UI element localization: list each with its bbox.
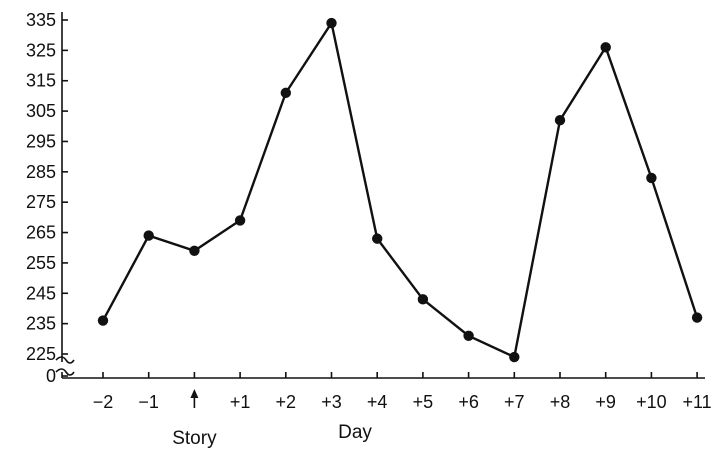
y-tick-label: 0 [46, 366, 56, 386]
x-tick-label: +6 [458, 392, 479, 412]
x-axis-label: Day [338, 422, 372, 443]
data-point [143, 230, 154, 241]
y-tick-label: 225 [26, 344, 56, 364]
data-point [554, 115, 566, 126]
data-point [280, 87, 291, 99]
data-point [509, 351, 520, 363]
story-arrow-head-icon [190, 389, 199, 398]
x-tick-label: −2 [93, 392, 114, 412]
annotations: Story [172, 389, 217, 449]
x-tick-label: +10 [636, 392, 667, 412]
x-tick-label: −1 [138, 392, 159, 412]
y-tick-label: 335 [26, 10, 56, 30]
x-tick-label: +11 [682, 392, 711, 412]
series-line [101, 19, 699, 359]
y-tick-label: 325 [26, 40, 56, 60]
annotation-label: Story [172, 428, 217, 449]
data-point [372, 233, 383, 244]
y-axis-break-mark [55, 356, 75, 364]
x-axis-ticks: −2 −1 +1 +2 +3 +4 +5 +6 +7 +8 +9 +10 +11 [93, 372, 712, 412]
data-point [691, 312, 703, 323]
y-tick-label: 315 [26, 71, 56, 91]
y-axis-break-mark [55, 368, 75, 376]
data-point [463, 330, 474, 341]
data-point [417, 294, 429, 305]
data-point [600, 42, 611, 53]
axes [55, 12, 705, 379]
x-tick-label: +5 [413, 392, 434, 412]
y-tick-label: 265 [26, 223, 56, 243]
x-tick-label: +8 [550, 392, 571, 412]
x-tick-label: +1 [230, 392, 251, 412]
data-point [189, 245, 200, 256]
data-point [234, 215, 246, 226]
x-tick-label: +7 [504, 392, 525, 412]
y-tick-label: 255 [26, 253, 56, 273]
y-tick-label: 235 [26, 314, 56, 334]
y-tick-label: 275 [26, 192, 56, 212]
y-tick-label: 305 [26, 101, 56, 121]
y-tick-label: 295 [26, 131, 56, 151]
x-tick-label: +9 [595, 392, 616, 412]
x-tick-label: +2 [276, 392, 297, 412]
x-tick-label: +4 [367, 392, 388, 412]
y-tick-label: 285 [26, 162, 56, 182]
data-point [97, 315, 109, 326]
x-tick-label: +3 [321, 392, 342, 412]
y-tick-label: 245 [26, 283, 56, 303]
data-point [646, 172, 657, 184]
data-point [326, 17, 337, 29]
series-group [97, 17, 703, 363]
